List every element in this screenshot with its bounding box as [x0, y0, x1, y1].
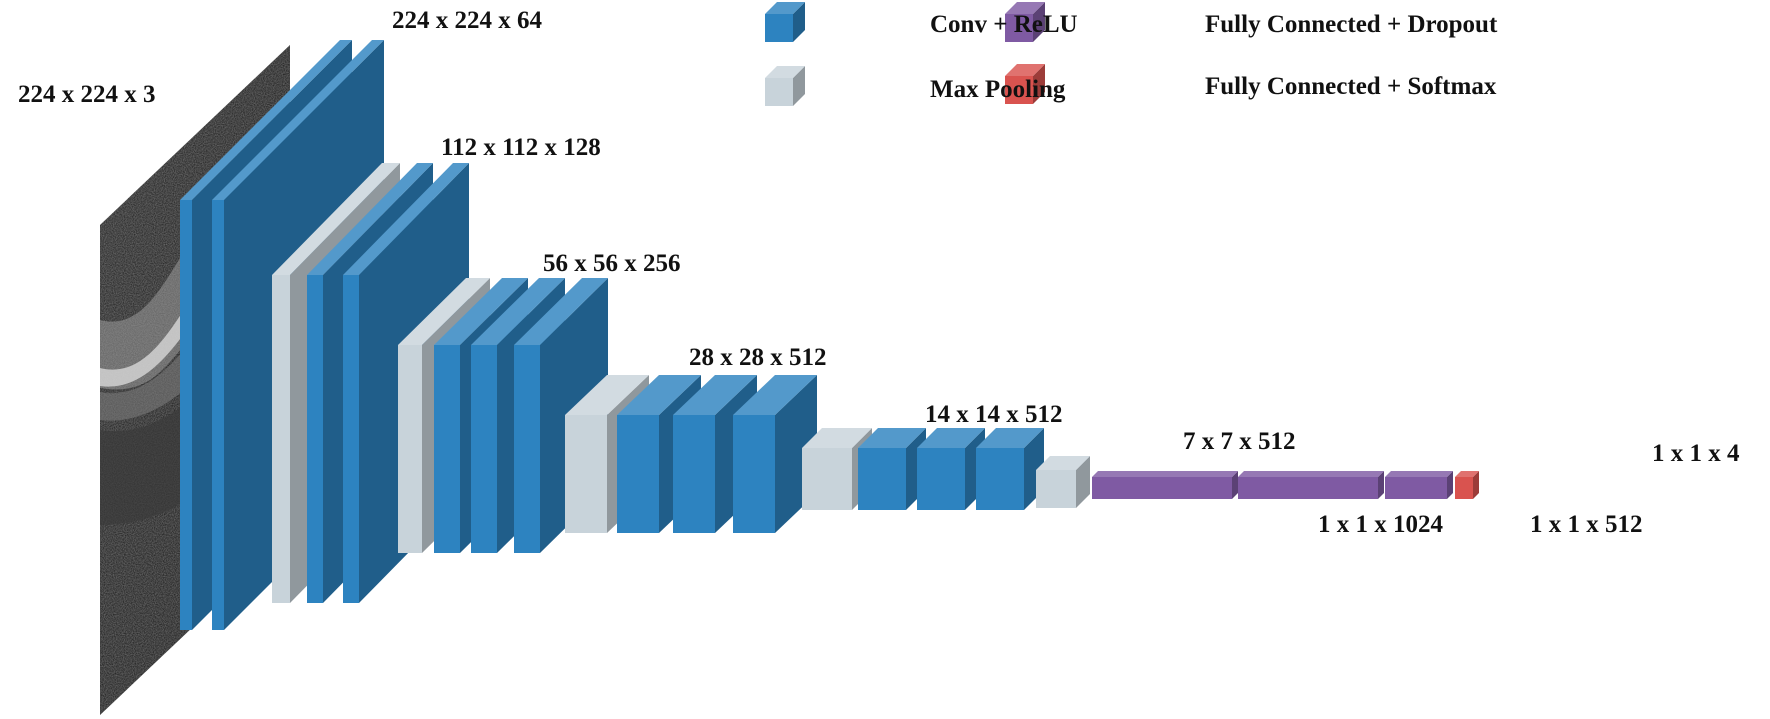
fc-softmax-output-front: [1455, 477, 1473, 499]
block2-conv2-front: [343, 275, 359, 603]
legend-swatch-pool: [765, 66, 805, 106]
legend-swatches: [765, 2, 1045, 106]
legend-label-max-pooling: Max Pooling: [930, 76, 1066, 103]
block1-conv2-front: [212, 200, 224, 630]
legend-swatch-conv-top: [765, 2, 805, 14]
fc2: [1385, 471, 1453, 499]
label-output-dims: 1 x 1 x 4: [1652, 440, 1740, 467]
fc-softmax-output-top: [1455, 471, 1479, 477]
legend-swatch-fc-softmax-side: [1033, 64, 1045, 104]
block5-conv1: [858, 428, 926, 510]
block2-conv2-top: [343, 163, 469, 275]
block5-conv3: [976, 428, 1044, 510]
block3-conv3-front: [514, 345, 540, 553]
fc1-b: [1238, 471, 1384, 499]
fc2-side: [1447, 471, 1453, 499]
label-block4-dims: 28 x 28 x 512: [689, 344, 827, 371]
block3-conv1-front: [434, 345, 460, 553]
block1-conv1-front: [180, 200, 192, 630]
legend-label-fc-dropout: Fully Connected + Dropout: [1205, 11, 1498, 38]
legend-swatch-conv-front: [765, 14, 793, 42]
legend-swatch-fc-softmax: [1005, 64, 1045, 104]
block5-pool-front: [802, 448, 852, 510]
legend-label-conv-relu: Conv + ReLU: [930, 11, 1078, 38]
label-block5-dims: 14 x 14 x 512: [925, 401, 1063, 428]
block3-pool-front: [398, 345, 422, 553]
block4-conv1-top: [617, 375, 701, 415]
legend-swatch-fc-softmax-front: [1005, 76, 1033, 104]
label-fc2-dims: 1 x 1 x 512: [1530, 511, 1643, 538]
legend-swatch-pool-side: [793, 66, 805, 106]
legend-swatch-conv: [765, 2, 805, 42]
block2-pool-top: [272, 163, 400, 275]
block3-conv2-front: [471, 345, 497, 553]
block3-conv2-top: [471, 278, 565, 345]
legend-swatch-fc-softmax-top: [1005, 64, 1045, 76]
block5-conv1-top: [858, 428, 926, 448]
fc2-top: [1385, 471, 1453, 477]
fc1-a: [1092, 471, 1238, 499]
block4-pool-front: [565, 415, 607, 533]
label-block3-dims: 56 x 56 x 256: [543, 250, 681, 277]
block2-conv1-top: [307, 163, 433, 275]
pool5: [1036, 456, 1090, 508]
pool5-side: [1076, 456, 1090, 508]
block5-pool-top: [802, 428, 872, 448]
legend-swatch-fc-dropout-side: [1033, 2, 1045, 42]
fc1-b-side: [1378, 471, 1384, 499]
pool5-top: [1036, 456, 1090, 470]
block5-conv2-top: [917, 428, 985, 448]
legend-swatch-fc-dropout: [1005, 2, 1045, 42]
fc-softmax-output-side: [1473, 471, 1479, 499]
label-block2-dims: 112 x 112 x 128: [441, 134, 601, 161]
fc1-a-front: [1092, 477, 1232, 499]
pool5-front: [1036, 470, 1076, 508]
legend-swatch-pool-front: [765, 78, 793, 106]
legend-swatch-pool-top: [765, 66, 805, 78]
block3-conv3-top: [514, 278, 608, 345]
legend-swatch-fc-dropout-top: [1005, 2, 1045, 14]
block4-conv3-front: [733, 415, 775, 533]
block4-conv1-front: [617, 415, 659, 533]
block1-conv2-top: [212, 40, 384, 200]
block5-conv3-front: [976, 448, 1024, 510]
block4-conv3-top: [733, 375, 817, 415]
label-pool5-dims: 7 x 7 x 512: [1183, 428, 1296, 455]
fc2-front: [1385, 477, 1447, 499]
block2-pool-front: [272, 275, 290, 603]
fc1-a-top: [1092, 471, 1238, 477]
block4-conv2-front: [673, 415, 715, 533]
legend-swatch-fc-dropout-front: [1005, 14, 1033, 42]
block5-conv2: [917, 428, 985, 510]
block3-pool-top: [398, 278, 490, 345]
legend-label-fc-softmax: Fully Connected + Softmax: [1205, 73, 1497, 100]
label-block1-dims: 224 x 224 x 64: [392, 7, 542, 34]
block5-conv1-front: [858, 448, 906, 510]
block1-conv1-top: [180, 40, 352, 200]
fc1-b-top: [1238, 471, 1384, 477]
block4-pool-top: [565, 375, 649, 415]
block4-conv2-top: [673, 375, 757, 415]
label-input-dims: 224 x 224 x 3: [18, 81, 156, 108]
fc-softmax-output: [1455, 471, 1479, 499]
network-blocks: [180, 40, 1479, 630]
label-fc1-dims: 1 x 1 x 1024: [1318, 511, 1443, 538]
block2-conv1-front: [307, 275, 323, 603]
block5-conv3-top: [976, 428, 1044, 448]
block5-conv2-front: [917, 448, 965, 510]
fc1-a-side: [1232, 471, 1238, 499]
fc1-b-front: [1238, 477, 1378, 499]
legend-swatch-conv-side: [793, 2, 805, 42]
block3-conv1-top: [434, 278, 528, 345]
